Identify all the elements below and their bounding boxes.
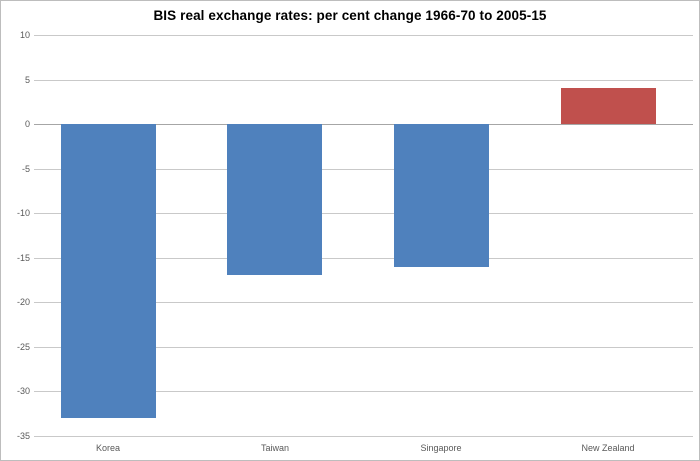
- bar-singapore: [394, 124, 489, 267]
- gridline: [34, 80, 693, 81]
- y-axis-tick-label: -30: [16, 386, 30, 396]
- category-label: Korea: [95, 443, 121, 453]
- y-axis-tick-label: -15: [16, 253, 30, 263]
- y-axis-tick-label: -5: [21, 164, 30, 174]
- category-label: Taiwan: [260, 443, 289, 453]
- y-axis-tick-label: -25: [16, 342, 30, 352]
- gridline: [34, 391, 693, 392]
- zero-axis-line: [34, 124, 693, 125]
- y-axis-tick-label: -20: [16, 297, 30, 307]
- y-axis-tick-label: 5: [24, 75, 30, 85]
- gridline: [34, 302, 693, 303]
- gridline: [34, 347, 693, 348]
- y-axis-tick-label: -35: [16, 431, 30, 441]
- gridline: [34, 213, 693, 214]
- gridline: [34, 258, 693, 259]
- y-axis-tick-label: 10: [19, 30, 30, 40]
- gridline: [34, 436, 693, 437]
- chart-title: BIS real exchange rates: per cent change…: [153, 8, 547, 23]
- bar-taiwan: [227, 124, 322, 275]
- y-axis-tick-label: 0: [24, 119, 30, 129]
- category-label: Singapore: [420, 443, 462, 453]
- gridline: [34, 169, 693, 170]
- y-axis-tick-label: -10: [16, 208, 30, 218]
- gridline: [34, 35, 693, 36]
- bar-new-zealand: [561, 88, 656, 124]
- category-label: New Zealand: [581, 443, 635, 453]
- bar-korea: [61, 124, 156, 418]
